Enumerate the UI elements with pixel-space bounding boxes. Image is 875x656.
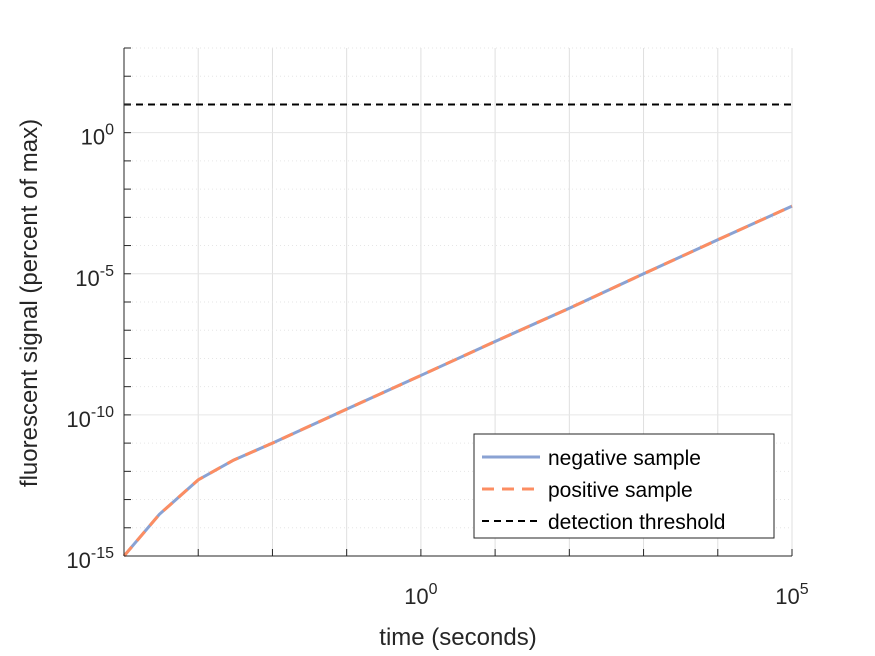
y-tick-label-base: 10 — [81, 125, 105, 150]
x-tick-label-exp: 5 — [800, 581, 809, 598]
legend-label-1: positive sample — [548, 479, 693, 502]
y-tick-label-exp: -5 — [100, 263, 114, 280]
series-layer — [122, 103, 793, 557]
x-axis-label: time (seconds) — [379, 624, 536, 651]
y-tick-label: 10-10 — [66, 404, 114, 432]
y-tick-label-exp: -15 — [91, 545, 114, 562]
x-tick-label-exp: 0 — [429, 581, 438, 598]
y-axis-label: fluorescent signal (percent of max) — [16, 119, 43, 487]
x-tick-label-base: 10 — [775, 584, 799, 609]
x-tick-label-base: 10 — [404, 584, 428, 609]
y-tick-label-base: 10 — [75, 266, 99, 291]
series-line-1 — [122, 204, 793, 557]
x-tick-label: 100 — [404, 581, 437, 609]
y-tick-label-base: 10 — [66, 407, 90, 432]
y-tick-label: 10-15 — [66, 545, 114, 573]
y-tick-label: 10-5 — [75, 263, 114, 291]
legend: negative sample positive sample detection … — [473, 433, 775, 539]
legend-label-0: negative sample — [548, 447, 701, 470]
y-tick-label-exp: -10 — [91, 404, 114, 421]
x-tick-label: 105 — [775, 581, 808, 609]
legend-label-2: detection threshold — [548, 511, 725, 534]
y-tick-label-base: 10 — [66, 548, 90, 573]
axes — [123, 47, 793, 557]
y-tick-label-exp: 0 — [105, 122, 114, 139]
y-tick-label: 100 — [81, 122, 114, 150]
